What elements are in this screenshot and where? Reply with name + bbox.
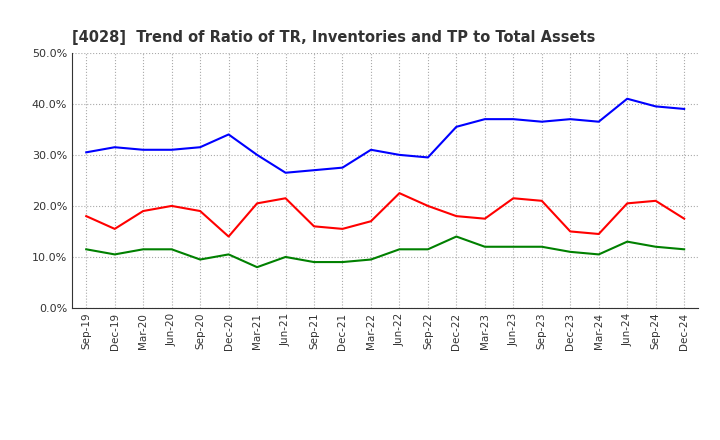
Text: [4028]  Trend of Ratio of TR, Inventories and TP to Total Assets: [4028] Trend of Ratio of TR, Inventories…: [72, 29, 595, 45]
Trade Payables: [452, 234, 461, 239]
Trade Payables: [196, 257, 204, 262]
Inventories: [652, 104, 660, 109]
Inventories: [225, 132, 233, 137]
Trade Payables: [395, 247, 404, 252]
Inventories: [139, 147, 148, 152]
Inventories: [282, 170, 290, 176]
Inventories: [395, 152, 404, 158]
Trade Payables: [566, 249, 575, 254]
Inventories: [366, 147, 375, 152]
Trade Receivables: [167, 203, 176, 209]
Trade Receivables: [253, 201, 261, 206]
Inventories: [452, 124, 461, 129]
Trade Payables: [253, 264, 261, 270]
Trade Payables: [310, 260, 318, 265]
Trade Receivables: [82, 213, 91, 219]
Trade Receivables: [282, 196, 290, 201]
Trade Payables: [167, 247, 176, 252]
Trade Receivables: [225, 234, 233, 239]
Inventories: [623, 96, 631, 101]
Trade Receivables: [566, 229, 575, 234]
Trade Receivables: [680, 216, 688, 221]
Line: Trade Payables: Trade Payables: [86, 237, 684, 267]
Trade Payables: [82, 247, 91, 252]
Inventories: [595, 119, 603, 125]
Trade Receivables: [480, 216, 489, 221]
Trade Receivables: [652, 198, 660, 203]
Inventories: [338, 165, 347, 170]
Trade Receivables: [139, 209, 148, 214]
Inventories: [253, 152, 261, 158]
Trade Receivables: [452, 213, 461, 219]
Inventories: [537, 119, 546, 125]
Trade Receivables: [595, 231, 603, 237]
Trade Payables: [509, 244, 518, 249]
Trade Receivables: [423, 203, 432, 209]
Trade Receivables: [110, 226, 119, 231]
Inventories: [196, 145, 204, 150]
Inventories: [167, 147, 176, 152]
Inventories: [423, 155, 432, 160]
Trade Payables: [282, 254, 290, 260]
Trade Payables: [537, 244, 546, 249]
Inventories: [82, 150, 91, 155]
Trade Payables: [338, 260, 347, 265]
Trade Payables: [480, 244, 489, 249]
Trade Payables: [110, 252, 119, 257]
Trade Payables: [423, 247, 432, 252]
Inventories: [480, 117, 489, 122]
Trade Receivables: [395, 191, 404, 196]
Trade Receivables: [623, 201, 631, 206]
Line: Trade Receivables: Trade Receivables: [86, 193, 684, 237]
Trade Receivables: [196, 209, 204, 214]
Trade Payables: [623, 239, 631, 244]
Trade Receivables: [537, 198, 546, 203]
Trade Payables: [139, 247, 148, 252]
Trade Payables: [225, 252, 233, 257]
Inventories: [680, 106, 688, 112]
Trade Receivables: [338, 226, 347, 231]
Inventories: [509, 117, 518, 122]
Trade Payables: [652, 244, 660, 249]
Trade Payables: [595, 252, 603, 257]
Trade Receivables: [310, 224, 318, 229]
Inventories: [566, 117, 575, 122]
Trade Receivables: [366, 219, 375, 224]
Trade Payables: [366, 257, 375, 262]
Trade Payables: [680, 247, 688, 252]
Line: Inventories: Inventories: [86, 99, 684, 173]
Inventories: [110, 145, 119, 150]
Inventories: [310, 168, 318, 173]
Trade Receivables: [509, 196, 518, 201]
